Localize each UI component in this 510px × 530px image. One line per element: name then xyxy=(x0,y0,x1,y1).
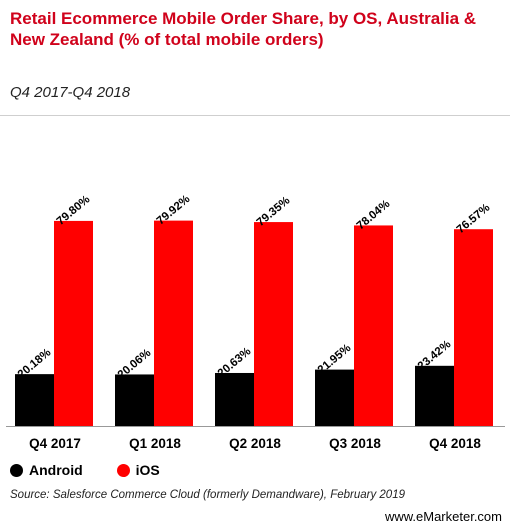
x-tick-label: Q2 2018 xyxy=(229,436,281,451)
x-tick-label: Q4 2017 xyxy=(29,436,81,451)
legend-item-android: Android xyxy=(10,462,83,478)
legend-swatch-android xyxy=(10,463,23,477)
bar-android xyxy=(315,369,354,426)
bar-ios xyxy=(354,225,393,426)
source-note: Source: Salesforce Commerce Cloud (forme… xyxy=(10,489,405,501)
chart-subtitle: Q4 2017-Q4 2018 xyxy=(10,84,131,101)
bar-android xyxy=(215,372,254,426)
bar-ios xyxy=(454,229,493,426)
x-tick-label: Q3 2018 xyxy=(329,436,381,451)
chart-title: Retail Ecommerce Mobile Order Share, by … xyxy=(10,9,477,49)
chart-legend: Android iOS xyxy=(10,462,194,478)
bar-ios xyxy=(254,222,293,426)
legend-swatch-ios xyxy=(116,463,130,477)
bar-android xyxy=(15,374,54,426)
legend-item-ios: iOS xyxy=(116,462,160,478)
x-tick-label: Q4 2018 xyxy=(429,436,481,451)
bar-ios xyxy=(54,220,93,426)
bar-android xyxy=(115,374,154,426)
legend-label-android: Android xyxy=(29,462,83,478)
x-tick-label: Q1 2018 xyxy=(129,436,181,451)
legend-label-ios: iOS xyxy=(135,462,160,478)
header-divider xyxy=(0,115,510,116)
bar-ios xyxy=(154,220,193,426)
bar-android xyxy=(415,365,454,426)
brand-url: www.eMarketer.com xyxy=(384,509,502,524)
